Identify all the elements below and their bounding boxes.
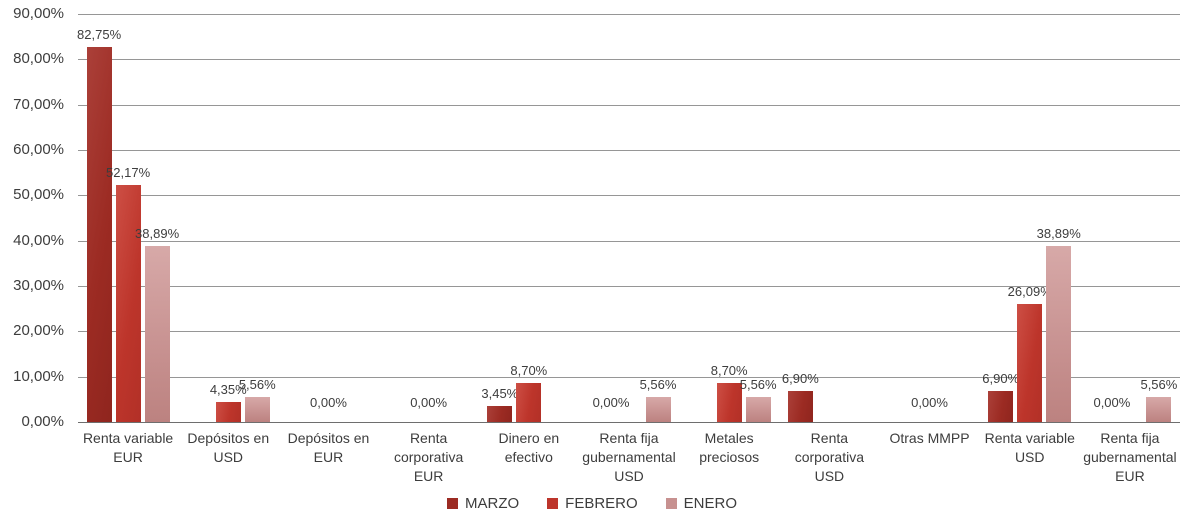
y-axis-tick-label: 0,00% bbox=[21, 413, 64, 430]
y-axis-tick-label: 90,00% bbox=[13, 5, 64, 22]
data-label-zero: 0,00% bbox=[592, 395, 630, 410]
legend-swatch-icon bbox=[547, 498, 559, 509]
data-label: 52,17% bbox=[106, 165, 151, 181]
legend-label: ENERO bbox=[683, 495, 738, 512]
legend-swatch-icon bbox=[446, 498, 458, 509]
gridline bbox=[78, 59, 1180, 61]
legend: MARZO FEBRERO ENERO bbox=[0, 495, 1184, 512]
data-label: 5,56% bbox=[639, 376, 677, 392]
y-axis-tick-label: 20,00% bbox=[13, 322, 64, 340]
y-axis-tick-label: 60,00% bbox=[13, 141, 64, 158]
category-label: Renta corporativa EUR bbox=[393, 430, 464, 484]
bar-enero bbox=[1046, 245, 1072, 422]
data-label: 26,09% bbox=[1007, 283, 1052, 299]
bar-febrero bbox=[1017, 303, 1043, 422]
data-label-zero: 0,00% bbox=[911, 395, 948, 410]
data-label: 8,70% bbox=[710, 362, 748, 378]
bar-marzo bbox=[487, 406, 513, 422]
legend-label: MARZO bbox=[464, 495, 520, 512]
y-axis-tick-label: 40,00% bbox=[13, 231, 64, 249]
gridline bbox=[78, 14, 1180, 15]
gridline bbox=[78, 331, 1180, 333]
gridline bbox=[78, 195, 1180, 197]
data-label: 82,75% bbox=[77, 26, 122, 42]
x-axis-line bbox=[78, 422, 1180, 423]
data-label: 6,90% bbox=[781, 370, 819, 386]
legend-item-febrero: FEBRERO bbox=[547, 495, 638, 512]
y-axis-tick-label: 80,00% bbox=[13, 50, 64, 68]
category-label: Otras MMPP bbox=[889, 430, 970, 446]
category-label: Renta corporativa USD bbox=[794, 430, 864, 484]
category-label: Renta variable EUR bbox=[82, 430, 174, 465]
y-axis-tick-label: 50,00% bbox=[13, 186, 64, 204]
bar-marzo bbox=[988, 390, 1014, 422]
gridline bbox=[78, 240, 1180, 242]
data-label: 3,45% bbox=[481, 386, 519, 402]
bar-enero bbox=[1146, 396, 1172, 422]
bar-febrero bbox=[215, 402, 241, 422]
y-axis-tick-label: 30,00% bbox=[13, 277, 64, 294]
gridline bbox=[78, 150, 1180, 151]
bar-febrero bbox=[115, 185, 141, 422]
data-label: 4,35% bbox=[209, 382, 247, 398]
legend-swatch-icon bbox=[665, 498, 677, 509]
y-axis-tick-label: 10,00% bbox=[13, 367, 64, 385]
legend-label: FEBRERO bbox=[565, 495, 638, 512]
bar-marzo bbox=[787, 390, 813, 422]
bar-enero bbox=[144, 245, 170, 422]
data-label-zero: 0,00% bbox=[1093, 395, 1131, 410]
data-label: 5,56% bbox=[739, 376, 777, 392]
category-label: Depósitos en EUR bbox=[287, 430, 370, 465]
data-label: 5,56% bbox=[1140, 376, 1178, 392]
legend-item-marzo: MARZO bbox=[446, 495, 520, 512]
y-axis-tick-label: 70,00% bbox=[13, 95, 64, 113]
bar-marzo bbox=[86, 46, 112, 422]
category-label: Metales preciosos bbox=[699, 430, 760, 465]
legend-item-enero: ENERO bbox=[665, 495, 738, 512]
category-label: Renta variable USD bbox=[984, 430, 1075, 465]
category-label: Renta fija gubernamental EUR bbox=[1083, 430, 1177, 484]
gridline bbox=[78, 376, 1180, 378]
data-label: 6,90% bbox=[982, 370, 1020, 386]
data-label: 8,70% bbox=[510, 362, 548, 378]
data-label: 38,89% bbox=[1036, 225, 1081, 241]
data-label: 5,56% bbox=[238, 376, 276, 392]
bar-febrero bbox=[516, 382, 542, 422]
data-label-zero: 0,00% bbox=[410, 395, 448, 410]
data-label: 38,89% bbox=[135, 225, 180, 241]
category-label: Depósitos en USD bbox=[187, 430, 270, 465]
category-label: Dinero en efectivo bbox=[498, 430, 560, 465]
bar-enero bbox=[745, 396, 771, 422]
data-label-zero: 0,00% bbox=[310, 395, 347, 410]
gridline bbox=[78, 104, 1180, 106]
bar-enero bbox=[244, 396, 270, 422]
gridline bbox=[78, 286, 1180, 287]
bar-febrero bbox=[716, 382, 742, 422]
category-label: Renta fija gubernamental USD bbox=[582, 430, 676, 484]
bar-enero bbox=[645, 396, 671, 422]
